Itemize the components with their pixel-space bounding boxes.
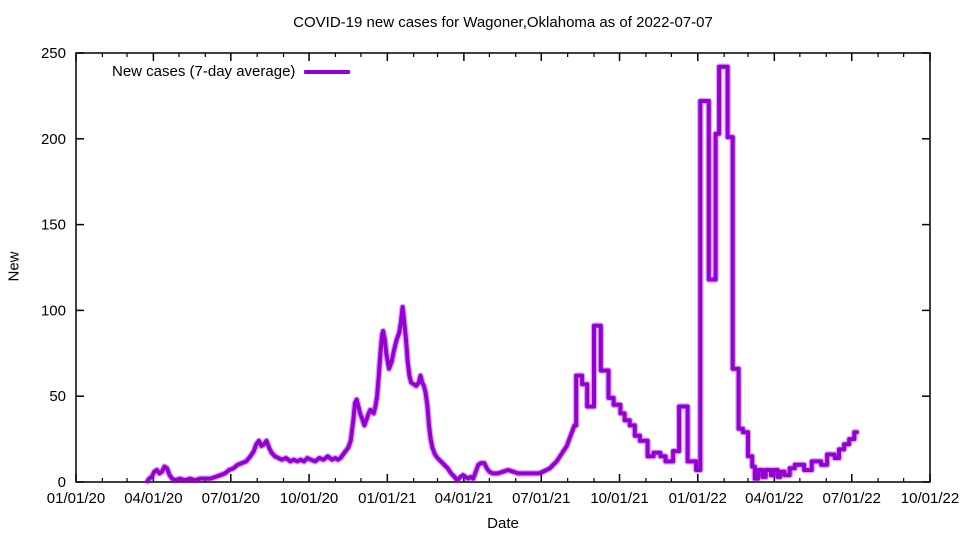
x-tick-label: 07/01/21 (512, 490, 570, 507)
x-tick-label: 04/01/20 (124, 490, 182, 507)
y-tick-label: 150 (41, 217, 66, 234)
legend: New cases (7-day average) (112, 63, 351, 80)
x-axis-label: Date (487, 515, 519, 532)
chart-title: COVID-19 new cases for Wagoner,Oklahoma … (293, 14, 713, 31)
x-tick-label: 10/01/22 (901, 490, 959, 507)
x-tick-label: 10/01/21 (590, 490, 648, 507)
x-tick-label: 01/01/20 (47, 490, 105, 507)
x-tick-label: 07/01/20 (202, 490, 260, 507)
x-tick-label: 01/01/21 (358, 490, 416, 507)
y-tick-label: 0 (58, 474, 66, 491)
legend-label: New cases (7-day average) (112, 63, 296, 80)
y-tick-label: 200 (41, 131, 66, 148)
data-line (145, 64, 859, 484)
x-tick-label: 04/01/21 (435, 490, 493, 507)
y-tick-label: 100 (41, 302, 66, 319)
legend-line-swatch (304, 69, 351, 74)
y-tick-label: 50 (49, 388, 66, 405)
y-axis-label: New (5, 251, 23, 282)
y-tick-label: 250 (41, 45, 66, 62)
x-tick-label: 01/01/22 (669, 490, 727, 507)
x-tick-label: 07/01/22 (823, 490, 881, 507)
plot-border (75, 52, 931, 483)
x-tick-label: 10/01/20 (280, 490, 338, 507)
data-line-halo (144, 63, 861, 485)
x-tick-label: 04/01/22 (745, 490, 803, 507)
